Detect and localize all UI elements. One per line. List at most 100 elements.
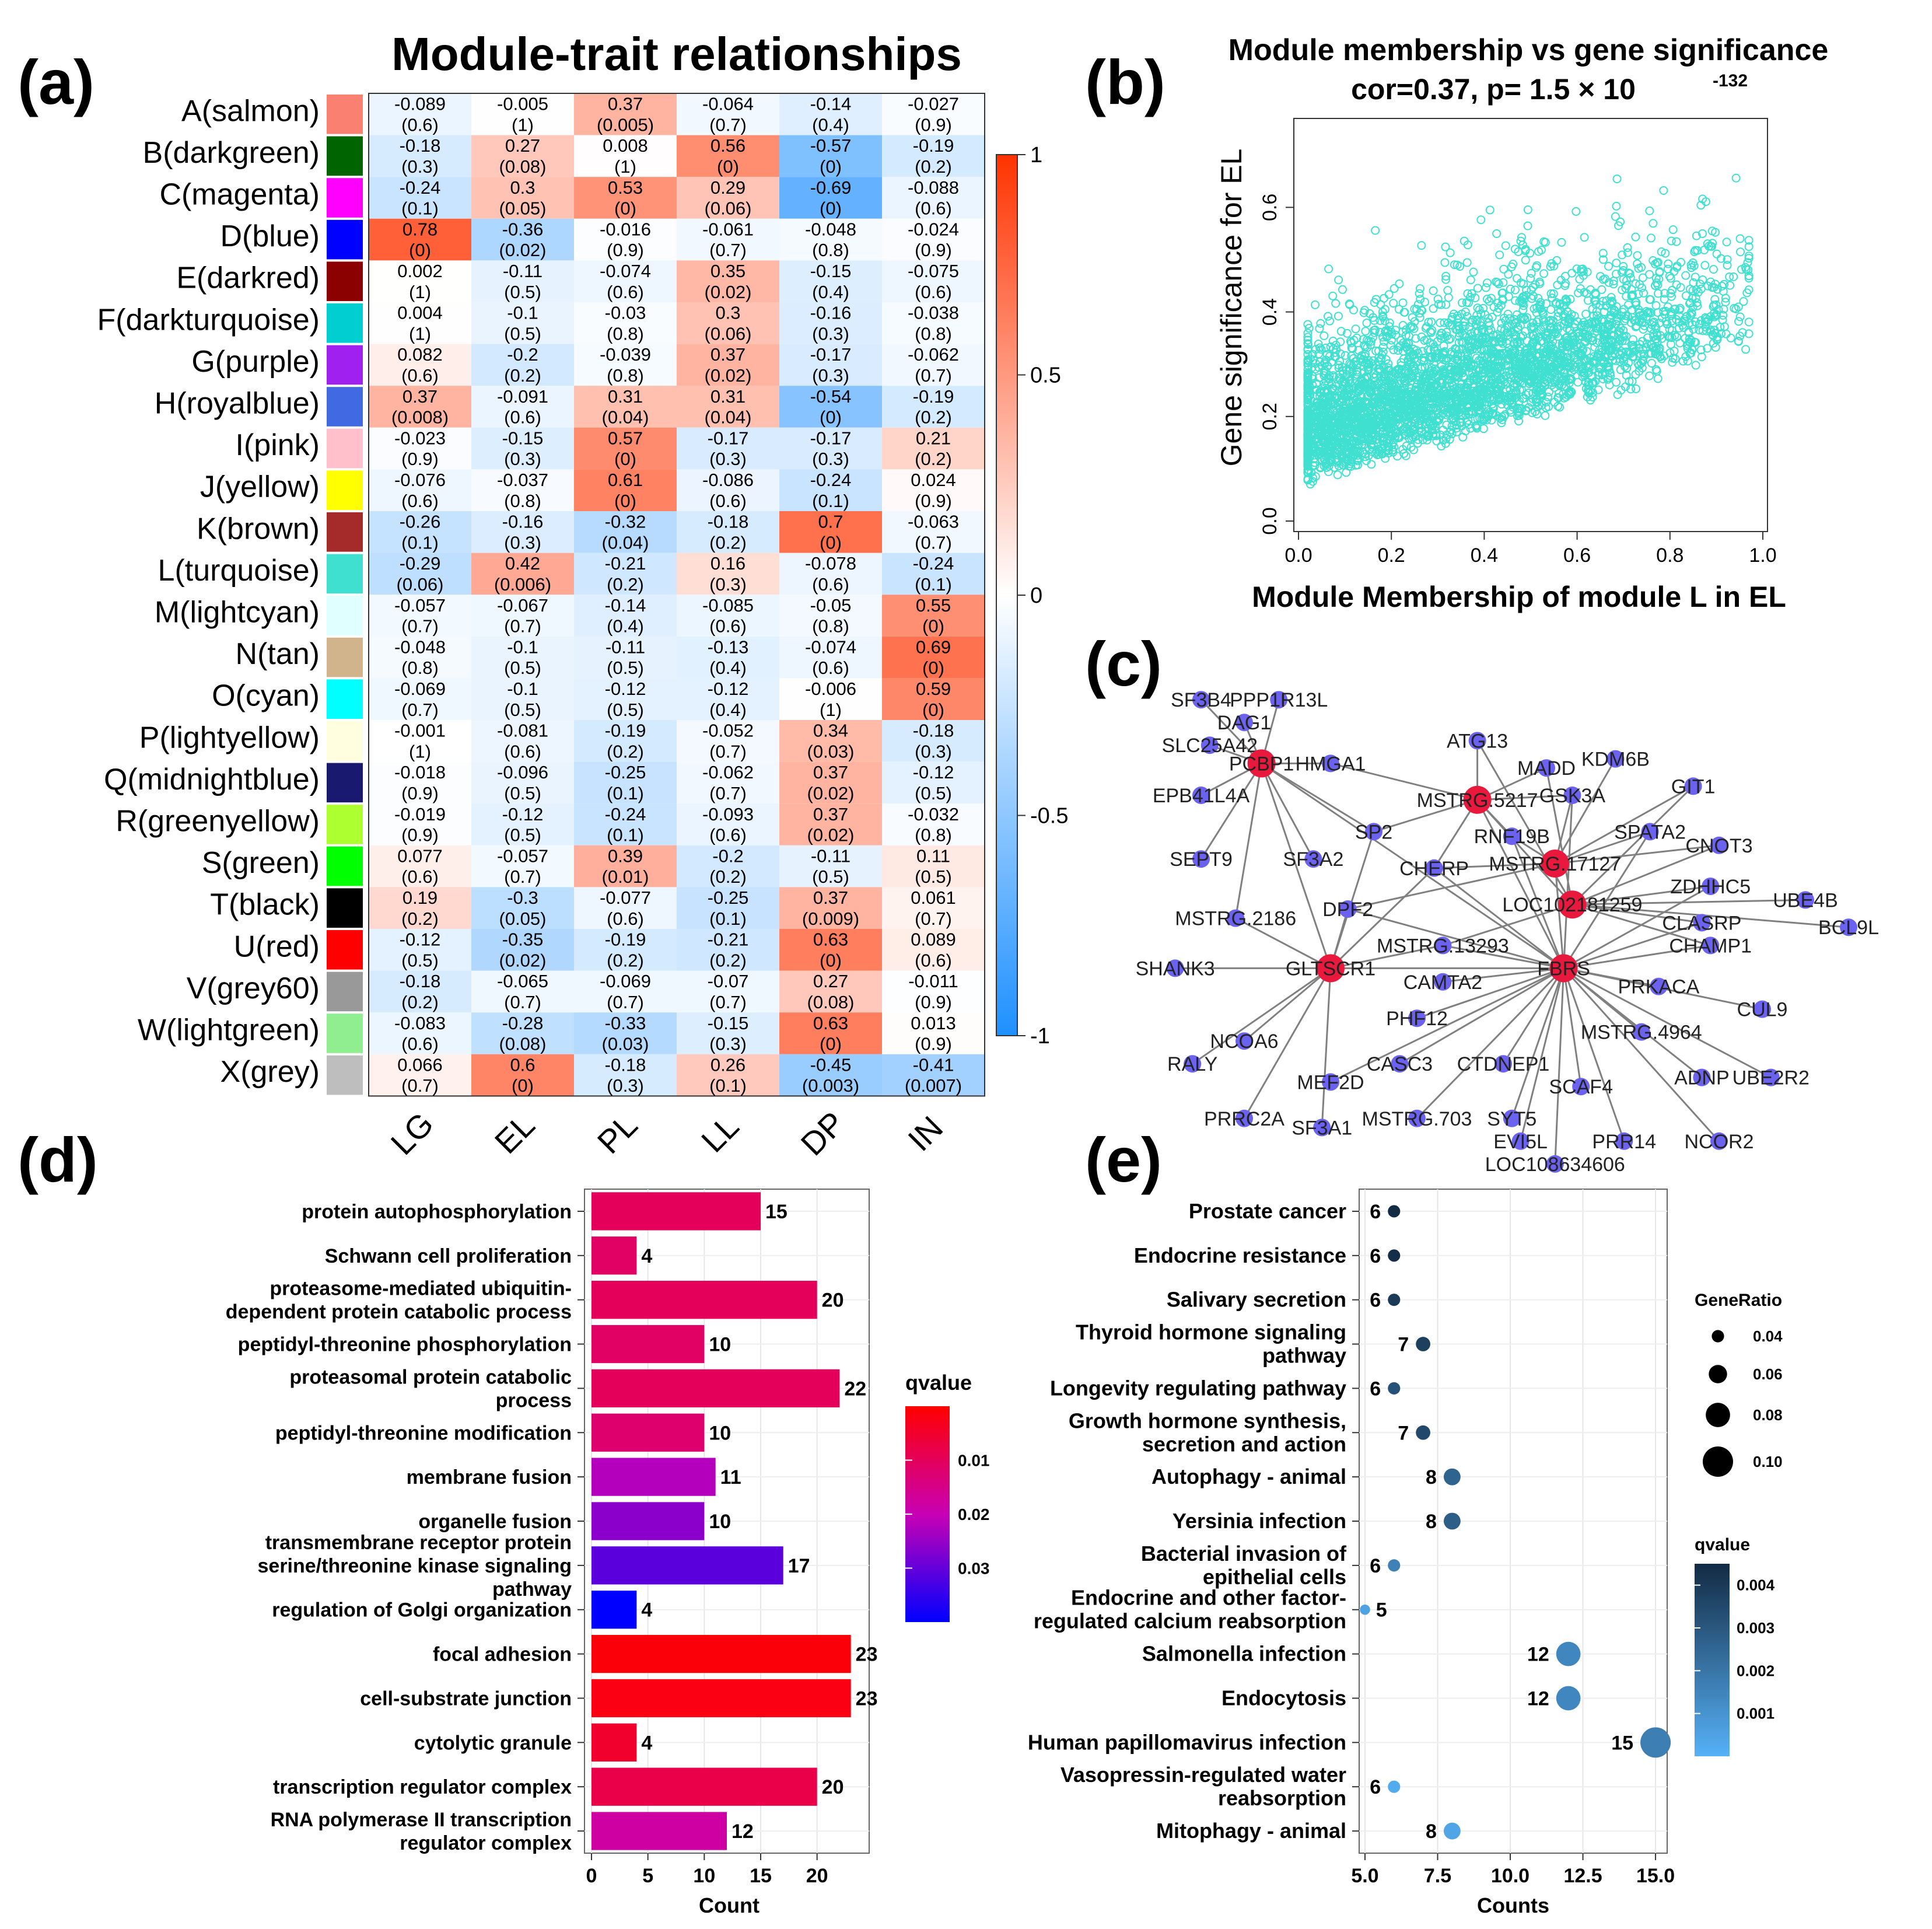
scatter-point xyxy=(1426,404,1436,413)
cell-pvalue: (0.3) xyxy=(504,532,541,553)
heatmap-row-label: T(black) xyxy=(210,888,320,922)
scatter-point xyxy=(1420,336,1429,345)
scatter-point xyxy=(1471,315,1480,324)
heatmap-row-label: P(lightyellow) xyxy=(139,721,320,754)
scatter-point xyxy=(1303,396,1312,405)
scatter-point xyxy=(1401,378,1410,387)
heatmap-cell xyxy=(574,427,677,470)
dot xyxy=(1388,1294,1401,1306)
bar-value-label: 4 xyxy=(641,1245,652,1267)
scatter-point xyxy=(1506,350,1515,359)
scatter-point xyxy=(1548,337,1558,347)
scatter-point xyxy=(1554,389,1563,398)
node-label: CHAMP1 xyxy=(1669,935,1752,957)
scatter-point xyxy=(1476,215,1486,225)
scatter-point xyxy=(1312,385,1321,394)
heatmap-col-label: DP xyxy=(793,1105,852,1163)
node-label: PRRC2A xyxy=(1204,1108,1284,1130)
heatmap-cell xyxy=(882,511,985,553)
cell-correlation: -0.05 xyxy=(810,595,852,616)
scatter-point xyxy=(1321,344,1331,353)
scatter-point xyxy=(1523,205,1532,215)
scatter-point xyxy=(1499,264,1508,274)
scatter-point xyxy=(1429,431,1438,441)
network-node xyxy=(1166,959,1184,977)
scatter-point xyxy=(1409,354,1419,364)
scatter-point xyxy=(1349,354,1358,363)
scatter-point xyxy=(1700,245,1709,254)
heatmap-cell xyxy=(369,636,471,679)
cell-correlation: 0.63 xyxy=(813,1013,848,1033)
heatmap-cell xyxy=(471,761,574,804)
network-node xyxy=(1693,914,1711,932)
size-legend-dot xyxy=(1703,1446,1733,1477)
scatter-point xyxy=(1698,194,1707,204)
cell-correlation: -0.03 xyxy=(605,303,646,323)
cell-correlation: -0.15 xyxy=(708,1013,749,1033)
network-edge xyxy=(1443,967,1564,983)
node-label: SF3A2 xyxy=(1283,848,1343,871)
scatter-point xyxy=(1532,374,1542,383)
bar xyxy=(592,1502,705,1540)
module-color-swatch xyxy=(327,972,363,1012)
scatter-point xyxy=(1483,314,1493,323)
scatter-point xyxy=(1308,477,1317,486)
heatmap-row-label: F(darkturquoise) xyxy=(97,303,320,337)
scatter-point xyxy=(1667,236,1676,246)
heatmap-cell xyxy=(369,427,471,470)
network-edge xyxy=(1416,967,1564,1119)
scatter-point xyxy=(1493,386,1502,396)
cell-pvalue: (0.6) xyxy=(401,365,439,386)
scatter-point xyxy=(1395,420,1405,429)
bar-value-label: 20 xyxy=(822,1290,844,1312)
scatter-point xyxy=(1492,277,1501,286)
heatmap-col-label: PL xyxy=(590,1106,645,1161)
dot-count-label: 15 xyxy=(1611,1732,1633,1754)
scatter-point xyxy=(1420,429,1429,439)
bar-value-label: 17 xyxy=(788,1555,810,1577)
heatmap-cell xyxy=(779,427,882,470)
bar-legend-tick-label: 0.03 xyxy=(958,1560,990,1578)
scatter-point xyxy=(1379,441,1388,450)
node-label: ZDHHC5 xyxy=(1670,876,1751,898)
heatmap-cell xyxy=(574,302,677,344)
x-tick-label: 0.2 xyxy=(1378,544,1405,567)
module-color-swatch xyxy=(327,428,363,469)
scatter-point xyxy=(1555,403,1564,412)
heatmap-cell xyxy=(369,177,471,219)
dot-category-label: Longevity regulating pathway xyxy=(1050,1376,1346,1400)
scatter-point xyxy=(1349,305,1358,314)
dot-category-label: pathway xyxy=(1262,1344,1346,1368)
cell-correlation: -0.1 xyxy=(507,637,538,657)
scatter-point xyxy=(1573,342,1582,351)
network-node xyxy=(1572,1078,1590,1096)
scatter-point xyxy=(1597,285,1606,294)
scatter-point xyxy=(1672,237,1681,246)
scatter-point xyxy=(1598,255,1608,264)
scatter-point xyxy=(1686,308,1696,317)
scatter-point xyxy=(1429,381,1438,390)
heatmap-cell xyxy=(882,720,985,762)
cell-correlation: -0.075 xyxy=(908,261,959,281)
cell-correlation: -0.067 xyxy=(497,595,548,616)
cell-pvalue: (0.6) xyxy=(607,282,644,302)
scatter-point xyxy=(1330,430,1339,439)
scatter-point xyxy=(1315,324,1324,333)
scatter-point xyxy=(1349,417,1359,427)
scatter-point xyxy=(1494,304,1503,313)
heatmap-cell xyxy=(779,636,882,679)
scatter-point xyxy=(1626,273,1635,282)
network-edge xyxy=(1200,699,1262,764)
heatmap-cell xyxy=(677,344,779,386)
scatter-point xyxy=(1440,318,1449,327)
heatmap-cell xyxy=(677,595,779,637)
scatter-point xyxy=(1433,399,1442,408)
scatter-point xyxy=(1604,320,1613,329)
cell-correlation: -0.018 xyxy=(394,762,446,782)
scatter-point xyxy=(1345,376,1354,386)
heatmap-row-label: R(greenyellow) xyxy=(116,804,320,838)
cell-correlation: -0.078 xyxy=(805,553,856,574)
heatmap-cell xyxy=(677,218,779,261)
cell-correlation: -0.32 xyxy=(605,512,646,532)
network-edge xyxy=(1330,762,1478,801)
